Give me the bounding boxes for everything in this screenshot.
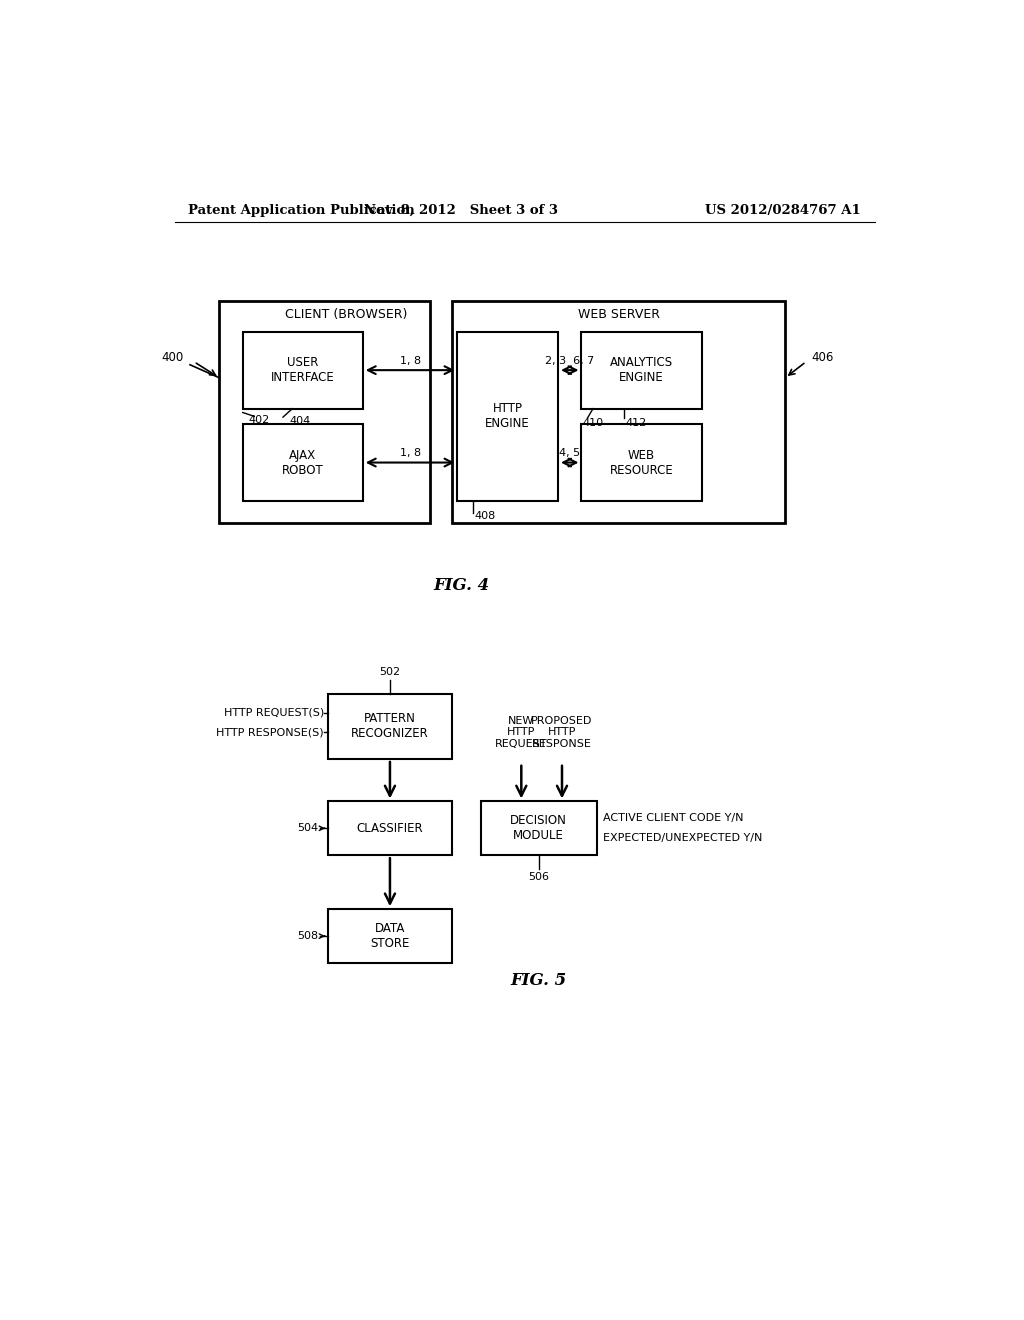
Text: ANALYTICS
ENGINE: ANALYTICS ENGINE [610, 356, 673, 384]
Text: USER
INTERFACE: USER INTERFACE [271, 356, 335, 384]
Text: ACTIVE CLIENT CODE Y/N: ACTIVE CLIENT CODE Y/N [603, 813, 743, 824]
Text: NEW
HTTP
REQUEST: NEW HTTP REQUEST [495, 715, 548, 748]
Text: CLASSIFIER: CLASSIFIER [356, 822, 423, 834]
Text: 404: 404 [289, 416, 310, 426]
Text: 412: 412 [626, 417, 647, 428]
Bar [243, 424, 362, 502]
Text: 2, 3  6, 7: 2, 3 6, 7 [545, 356, 594, 366]
Text: 506: 506 [528, 873, 549, 882]
Bar [582, 424, 701, 502]
Bar [328, 801, 452, 855]
Text: 502: 502 [379, 667, 400, 677]
Bar [452, 301, 785, 523]
Text: FIG. 5: FIG. 5 [511, 973, 567, 989]
Text: HTTP
ENGINE: HTTP ENGINE [485, 403, 530, 430]
Text: 406: 406 [812, 351, 834, 363]
Bar [582, 331, 701, 409]
Text: HTTP REQUEST(S): HTTP REQUEST(S) [224, 708, 324, 718]
Text: 410: 410 [583, 417, 604, 428]
Text: FIG. 4: FIG. 4 [433, 577, 489, 594]
Text: WEB SERVER: WEB SERVER [578, 308, 659, 321]
Text: 4, 5: 4, 5 [559, 449, 581, 458]
Text: 1, 8: 1, 8 [399, 449, 421, 458]
Text: 402: 402 [248, 416, 269, 425]
Text: PATTERN
RECOGNIZER: PATTERN RECOGNIZER [351, 713, 429, 741]
Text: 400: 400 [162, 351, 183, 363]
Text: Patent Application Publication: Patent Application Publication [188, 205, 415, 218]
Bar [219, 301, 430, 523]
Text: 408: 408 [474, 511, 496, 521]
Text: DECISION
MODULE: DECISION MODULE [510, 814, 567, 842]
Bar [328, 909, 452, 964]
Text: DATA
STORE: DATA STORE [371, 923, 410, 950]
Text: HTTP RESPONSE(S): HTTP RESPONSE(S) [216, 727, 324, 737]
Text: 504: 504 [298, 824, 318, 833]
Text: 1, 8: 1, 8 [399, 356, 421, 366]
Bar [328, 693, 452, 759]
Text: US 2012/0284767 A1: US 2012/0284767 A1 [706, 205, 861, 218]
Text: Nov. 8, 2012   Sheet 3 of 3: Nov. 8, 2012 Sheet 3 of 3 [365, 205, 558, 218]
Bar [480, 801, 597, 855]
Bar [458, 331, 558, 502]
Text: 508: 508 [298, 931, 318, 941]
Text: PROPOSED
HTTP
RESPONSE: PROPOSED HTTP RESPONSE [531, 715, 593, 748]
Text: WEB
RESOURCE: WEB RESOURCE [609, 449, 674, 477]
Bar [243, 331, 362, 409]
Text: AJAX
ROBOT: AJAX ROBOT [282, 449, 324, 477]
Text: CLIENT (BROWSER): CLIENT (BROWSER) [286, 308, 408, 321]
Text: EXPECTED/UNEXPECTED Y/N: EXPECTED/UNEXPECTED Y/N [603, 833, 763, 843]
